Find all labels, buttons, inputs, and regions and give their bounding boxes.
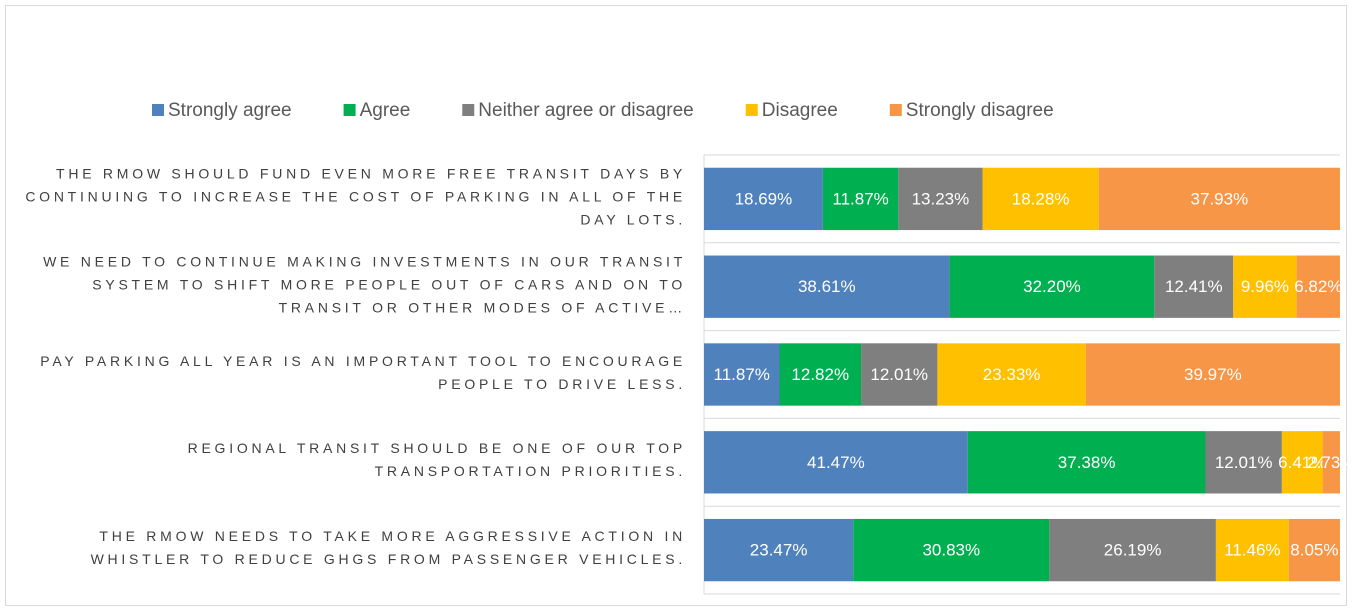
legend-swatch [343, 104, 356, 116]
bar-segment [704, 518, 854, 582]
data-label: 8.05% [1290, 541, 1338, 560]
bar-segment [1296, 255, 1340, 318]
data-label: 18.28% [1012, 189, 1070, 208]
category-label: THE RMOW SHOULD FUND EVEN MORE FREE TRAN… [25, 165, 686, 228]
category-label: WE NEED TO CONTINUE MAKING INVESTMENTS I… [43, 253, 686, 316]
data-label: 23.47% [750, 541, 808, 560]
bar-segment [1049, 518, 1216, 582]
data-label: 39.97% [1184, 365, 1242, 384]
legend-label: Strongly disagree [906, 100, 1054, 121]
bar-segment [853, 518, 1050, 582]
legend-swatch [152, 104, 164, 116]
bar-segment [949, 255, 1155, 318]
bar-segment [1215, 518, 1289, 582]
data-label: 11.87% [714, 365, 770, 384]
bar-segment [898, 167, 983, 231]
data-label: 26.19% [1104, 541, 1162, 560]
data-label: 41.47% [807, 453, 865, 472]
data-label: 18.69% [735, 189, 793, 208]
data-label: 23.33% [983, 365, 1041, 384]
bar-segment [704, 431, 968, 494]
bar-segment [1154, 255, 1234, 318]
data-label: 12.41% [1165, 277, 1223, 296]
legend-label: Neither agree or disagree [478, 100, 693, 121]
data-label: 9.96% [1241, 277, 1289, 296]
data-label: 11.87% [832, 189, 888, 208]
category-label: PAY PARKING ALL YEAR IS AN IMPORTANT TOO… [40, 352, 686, 392]
bar-segment [1098, 167, 1340, 231]
category-label: REGIONAL TRANSIT SHOULD BE ONE OF OUR TO… [187, 440, 686, 480]
bar-segment [704, 343, 780, 406]
bar-segment [967, 431, 1206, 494]
data-label: 12.82% [791, 365, 849, 384]
bar-segment [1281, 431, 1323, 494]
bar-segment [1205, 431, 1282, 494]
legend-label: Agree [360, 100, 411, 121]
category-label: THE RMOW NEEDS TO TAKE MORE AGGRESSIVE A… [90, 528, 686, 568]
data-label: 6.82% [1294, 277, 1342, 296]
data-label: 37.38% [1058, 453, 1116, 472]
legend-swatch [889, 104, 902, 116]
bar-segment [704, 167, 823, 231]
data-label: 12.01% [1215, 453, 1273, 472]
bar-segment [822, 167, 899, 231]
data-label: 2.73% [1307, 453, 1352, 472]
data-label: 32.20% [1023, 277, 1081, 296]
bar-segment [1322, 431, 1340, 494]
legend-swatch [745, 104, 758, 116]
bar-segment [937, 343, 1086, 406]
data-label: 11.46% [1224, 541, 1280, 560]
bar-segment [1288, 518, 1340, 582]
data-label: 38.61% [798, 277, 856, 296]
legend-label: Strongly agree [168, 100, 292, 121]
legend-swatch [462, 104, 475, 116]
bar-segment [1233, 255, 1297, 318]
data-label: 6.41% [1278, 453, 1326, 472]
data-label: 30.83% [922, 541, 980, 560]
chart-border [5, 5, 1347, 606]
bar-segment [861, 343, 938, 406]
bar-segment [982, 167, 1099, 231]
data-label: 13.23% [912, 189, 970, 208]
bar-segment [779, 343, 862, 406]
data-label: 12.01% [870, 365, 928, 384]
data-label: 37.93% [1191, 189, 1249, 208]
legend-label: Disagree [762, 100, 838, 121]
bar-segment [1085, 343, 1340, 406]
bar-segment [704, 255, 950, 318]
